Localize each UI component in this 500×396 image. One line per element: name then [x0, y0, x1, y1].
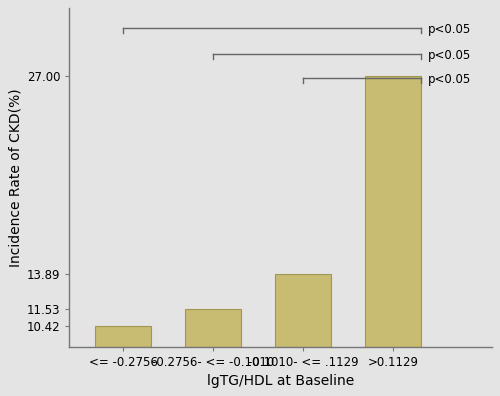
X-axis label: lgTG/HDL at Baseline: lgTG/HDL at Baseline [207, 374, 354, 388]
Bar [365, 76, 420, 347]
Bar [95, 326, 151, 347]
Bar [275, 274, 331, 347]
Text: p<0.05: p<0.05 [428, 73, 471, 86]
Y-axis label: Incidence Rate of CKD(%): Incidence Rate of CKD(%) [8, 89, 22, 267]
Text: p<0.05: p<0.05 [428, 23, 471, 36]
Text: p<0.05: p<0.05 [428, 49, 471, 62]
Bar [185, 309, 241, 347]
